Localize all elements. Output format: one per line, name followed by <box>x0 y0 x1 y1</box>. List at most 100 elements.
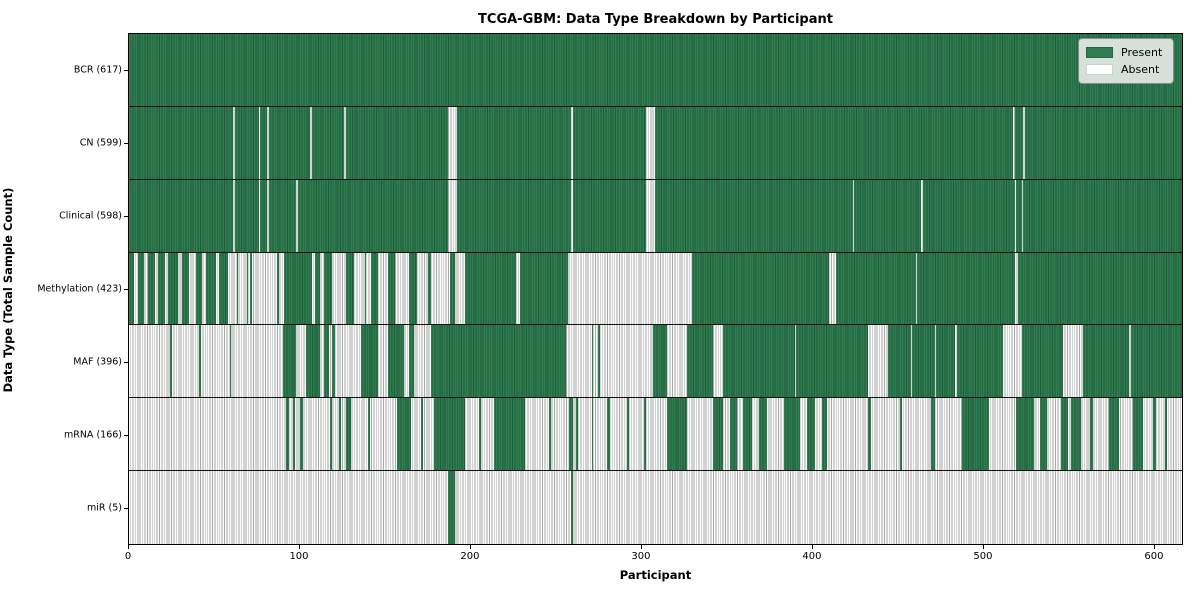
y-tick-mark <box>124 69 128 71</box>
present-segment <box>456 179 572 252</box>
present-segment <box>306 325 321 398</box>
legend: Present Absent <box>1078 38 1174 84</box>
present-segment <box>260 179 268 252</box>
y-tick-mark <box>124 362 128 364</box>
chart-title: TCGA-GBM: Data Type Breakdown by Partici… <box>478 12 833 27</box>
present-segment <box>1023 179 1182 252</box>
present-segment <box>449 252 455 325</box>
present-segment <box>666 398 688 471</box>
present-segment <box>361 325 379 398</box>
heatmap-row-mRNA <box>129 398 1182 472</box>
present-segment <box>229 325 232 398</box>
present-segment <box>364 252 367 325</box>
present-segment <box>448 471 455 544</box>
present-segment <box>900 398 903 471</box>
present-segment <box>396 398 411 471</box>
y-tick-label-miR: miR (5) <box>87 502 122 514</box>
present-segment <box>806 398 816 471</box>
present-segment <box>922 179 1015 252</box>
present-segment <box>569 398 573 471</box>
present-segment <box>299 398 304 471</box>
present-segment <box>465 252 517 325</box>
present-segment <box>219 252 228 325</box>
present-segment <box>591 398 594 471</box>
x-tick-label-500: 500 <box>973 551 993 562</box>
present-segment <box>277 252 280 325</box>
y-tick-mark <box>124 289 128 290</box>
present-segment <box>917 252 1015 325</box>
present-segment <box>129 179 234 252</box>
present-segment <box>572 179 647 252</box>
present-segment <box>371 252 379 325</box>
y-axis-title: Data Type (Total Sample Count) <box>1 187 15 393</box>
x-tick-mark <box>469 545 471 549</box>
legend-absent-swatch-icon <box>1086 64 1113 75</box>
present-segment <box>1016 398 1034 471</box>
present-segment <box>692 252 829 325</box>
present-segment <box>268 179 297 252</box>
present-segment <box>729 398 737 471</box>
present-segment <box>345 398 351 471</box>
present-segment <box>367 398 370 471</box>
present-segment <box>1060 398 1068 471</box>
present-segment <box>722 325 795 398</box>
present-segment <box>236 252 239 325</box>
x-tick-label-0: 0 <box>124 551 132 562</box>
present-segment <box>181 252 189 325</box>
y-tick-label-CN: CN (599) <box>79 137 122 149</box>
y-tick-label-mRNA: mRNA (166) <box>63 429 122 441</box>
x-tick-mark <box>982 545 984 549</box>
legend-present-label: Present <box>1121 46 1163 59</box>
present-segment <box>931 398 935 471</box>
heatmap-plot-area <box>128 33 1183 545</box>
present-segment <box>1016 179 1022 252</box>
present-segment <box>867 398 872 471</box>
present-segment <box>1071 398 1082 471</box>
present-segment <box>888 325 911 398</box>
x-tick-mark <box>1153 545 1155 549</box>
present-segment <box>315 252 321 325</box>
legend-item-absent: Absent <box>1086 61 1165 78</box>
present-segment <box>129 252 135 325</box>
y-tick-mark <box>124 215 128 217</box>
present-segment <box>571 471 573 544</box>
present-segment <box>158 252 165 325</box>
present-segment <box>758 398 768 471</box>
heatmap-row-CN <box>129 106 1182 180</box>
present-segment <box>1024 106 1182 179</box>
present-segment <box>1108 398 1119 471</box>
x-tick-label-600: 600 <box>1144 551 1164 562</box>
present-segment <box>687 325 713 398</box>
x-tick-label-200: 200 <box>460 551 480 562</box>
present-segment <box>420 398 423 471</box>
present-segment <box>234 179 259 252</box>
x-tick-mark <box>640 545 642 549</box>
present-segment <box>323 325 329 398</box>
present-segment <box>712 398 723 471</box>
x-tick-label-300: 300 <box>631 551 651 562</box>
present-segment <box>591 325 594 398</box>
legend-absent-label: Absent <box>1121 63 1160 76</box>
present-segment <box>286 398 290 471</box>
present-segment <box>434 398 466 471</box>
present-segment <box>246 252 249 325</box>
present-segment <box>168 252 179 325</box>
present-segment <box>250 252 252 325</box>
present-segment <box>796 325 868 398</box>
present-segment <box>195 252 203 325</box>
present-segment <box>1164 398 1167 471</box>
y-tick-label-Clinical: Clinical (598) <box>59 210 122 222</box>
present-segment <box>936 325 955 398</box>
present-segment <box>1152 398 1157 471</box>
y-tick-label-Methylation: Methylation (423) <box>37 283 122 295</box>
present-segment <box>654 179 853 252</box>
present-segment <box>1021 325 1063 398</box>
present-segment <box>644 398 647 471</box>
y-tick-label-MAF: MAF (396) <box>73 356 122 368</box>
legend-present-swatch-icon <box>1086 47 1113 58</box>
present-segment <box>548 398 551 471</box>
legend-item-present: Present <box>1086 44 1165 61</box>
present-segment <box>956 325 1003 398</box>
present-segment <box>961 398 990 471</box>
